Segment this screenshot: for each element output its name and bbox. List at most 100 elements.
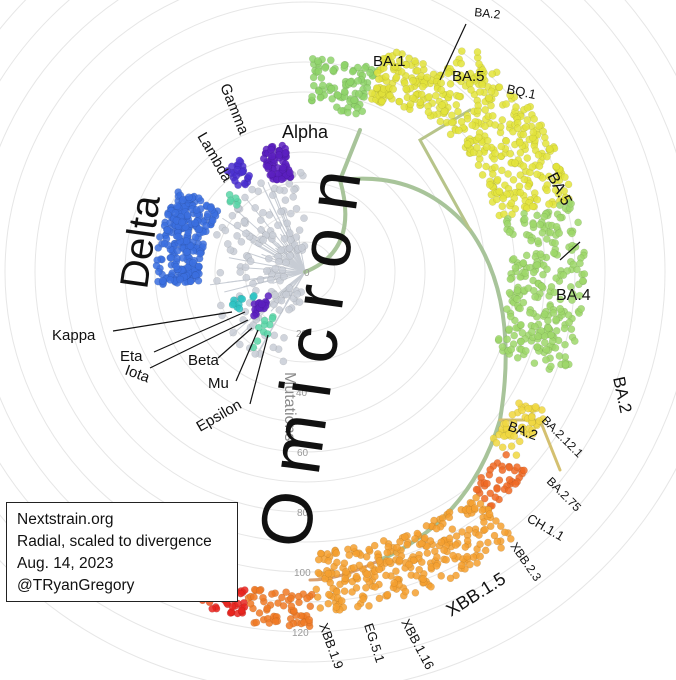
- divergence-ring: [244, 211, 366, 333]
- label-leader-lines: [112, 23, 581, 405]
- xbb15-tip: [375, 565, 384, 574]
- delta-tip: [178, 196, 187, 204]
- ba275-tip: [515, 437, 524, 446]
- delta-tip: [202, 222, 211, 230]
- ba5-tip: [488, 70, 497, 78]
- ba2-tip: [566, 283, 575, 291]
- mu-tip: [254, 323, 263, 332]
- xbb15-tip: [411, 535, 419, 543]
- ba5-tip: [397, 68, 406, 76]
- ch11-tip: [483, 479, 491, 488]
- basal-branch: [298, 237, 306, 273]
- ba5-tip: [425, 93, 433, 101]
- clade-label-epsilon: Epsilon: [194, 396, 245, 435]
- ba5-tip: [406, 100, 415, 109]
- xbb116-tip: [287, 602, 296, 611]
- clade-label-lambda: Lambda: [194, 130, 236, 186]
- ba275-tip: [498, 443, 507, 452]
- basal-tip: [267, 275, 275, 284]
- mutation-axis: 0 20 40 60 80 100 120 Mutations: [281, 268, 311, 639]
- xbb15-tip: [371, 583, 380, 591]
- clade-label-gamma: Gamma: [216, 81, 252, 137]
- basal-tip: [259, 236, 268, 244]
- ba5-tip: [519, 130, 528, 139]
- ba2-tip: [565, 318, 574, 327]
- ba2-tip: [503, 335, 512, 344]
- basal-tip: [257, 179, 265, 188]
- ba2-tip: [561, 360, 570, 369]
- gamma-tip: [235, 156, 244, 165]
- ba5-tip: [468, 121, 477, 130]
- ba5-tip: [419, 59, 427, 68]
- ba5-tip: [431, 91, 440, 100]
- basal-tip: [275, 257, 283, 266]
- ba5-tip: [457, 47, 466, 56]
- xbb15-tip: [463, 552, 471, 561]
- basal-tip: [246, 257, 255, 266]
- clade-label-ch11: CH.1.1: [525, 511, 568, 544]
- basal-tip: [263, 266, 271, 275]
- xbb15-tip: [493, 537, 502, 546]
- ba5-tip: [561, 173, 569, 182]
- delta-tip: [208, 216, 217, 225]
- xbb15-tip: [366, 561, 375, 569]
- xbb15-tip: [485, 510, 494, 519]
- basal-tip: [296, 168, 305, 177]
- basal-tip: [286, 236, 295, 244]
- xbb15-tip: [500, 528, 509, 537]
- clade-label-xbb19: XBB.1.9: [316, 621, 346, 671]
- basal-tip: [249, 279, 257, 288]
- ba2-tip: [542, 235, 551, 243]
- ba1-tip: [318, 81, 327, 90]
- basal-tip: [286, 209, 295, 218]
- delta-tip: [172, 262, 181, 271]
- basal-tip: [256, 275, 265, 284]
- ba5-tip: [513, 124, 522, 133]
- ba5-tip: [502, 100, 511, 108]
- ba2-tip: [538, 228, 547, 237]
- basal-tip: [240, 218, 249, 226]
- delta-tip: [178, 254, 187, 262]
- basal-tip: [279, 272, 288, 281]
- ba275-tip: [508, 410, 517, 419]
- delta-tip: [163, 226, 172, 235]
- ba5-tip: [497, 166, 506, 175]
- basal-tip: [251, 204, 260, 212]
- ba5-tip: [474, 133, 483, 142]
- basal-tip: [277, 246, 285, 255]
- ba5-tip: [411, 57, 419, 65]
- ba5-tip: [545, 200, 553, 208]
- ba5-tip: [543, 152, 551, 161]
- delta-tip: [194, 262, 203, 271]
- delta-tip: [167, 253, 175, 262]
- ch11-tip: [480, 494, 489, 503]
- xbb15-tip: [385, 557, 394, 566]
- eg51-tip: [236, 589, 245, 598]
- ba2-tip: [516, 304, 524, 313]
- ba2-tip: [560, 324, 569, 333]
- ba5-tip: [457, 59, 466, 68]
- basal-tip: [226, 246, 235, 254]
- tick-label: 40: [296, 388, 308, 399]
- ba5-tip: [497, 142, 506, 151]
- ba2-tip: [533, 261, 541, 270]
- ch11-tip: [486, 465, 495, 474]
- delta-tip: [176, 275, 185, 284]
- xbb15-tip: [473, 559, 481, 567]
- ba5-tip: [386, 91, 394, 100]
- xbb116-tip: [271, 617, 280, 626]
- basal-tip: [223, 240, 232, 248]
- xbb15-tip: [362, 583, 370, 592]
- ba2-tip: [544, 324, 553, 332]
- alpha-tip: [277, 175, 286, 184]
- ba1-tip: [321, 64, 330, 72]
- basal-tip: [268, 191, 277, 200]
- xbb15-tip: [440, 546, 448, 555]
- xbb116-tip: [305, 616, 314, 624]
- ba2-tip: [547, 331, 555, 339]
- xbb15-tip: [379, 536, 388, 545]
- omicron-backbone: [338, 176, 508, 562]
- ba5-tip: [519, 162, 528, 170]
- ba1-tip: [350, 96, 359, 104]
- ba5-tip: [482, 143, 491, 152]
